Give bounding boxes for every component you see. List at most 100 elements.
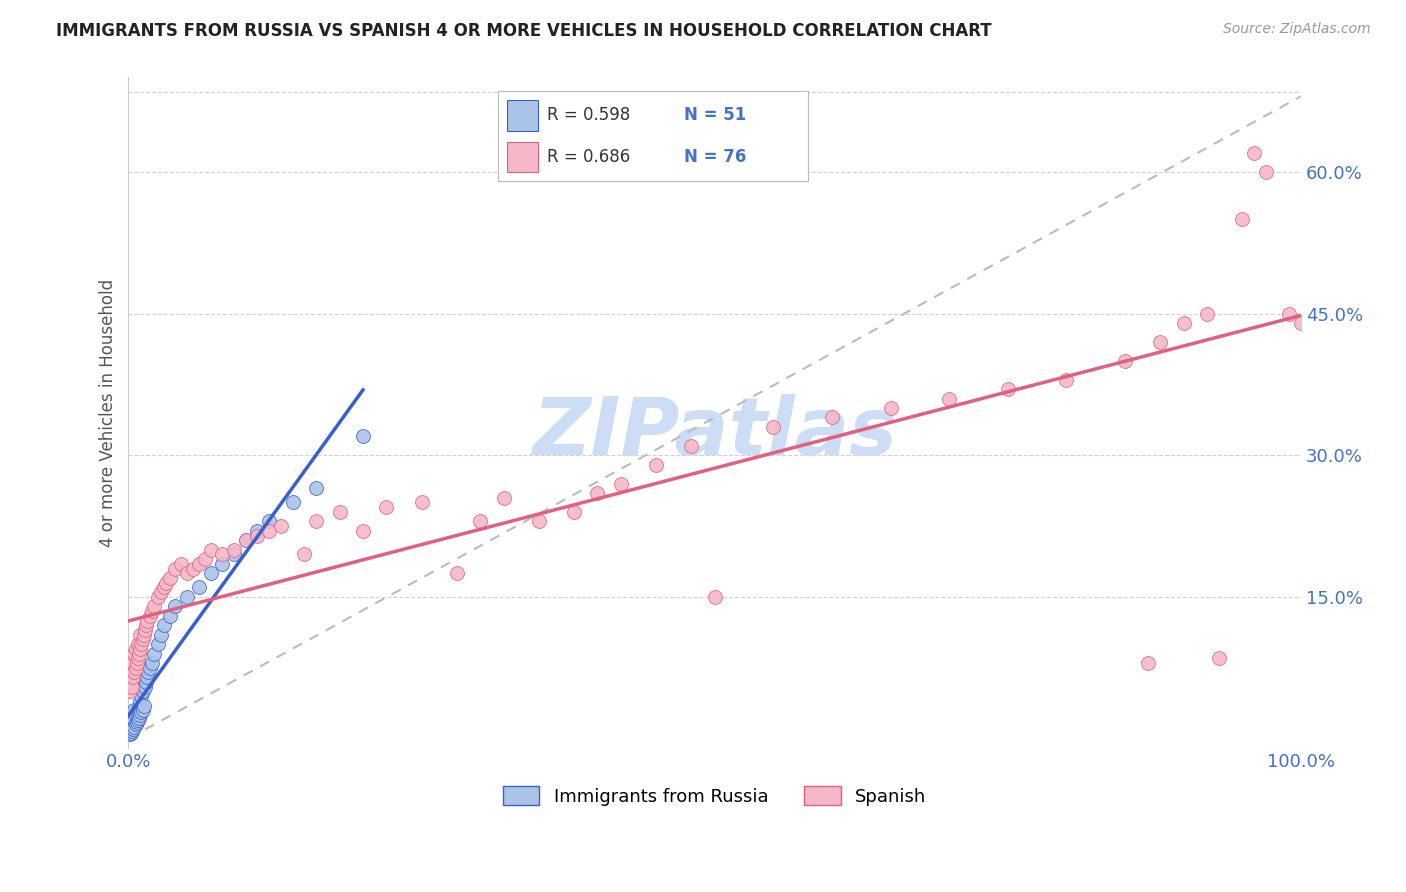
Point xyxy=(352,524,374,538)
Point xyxy=(128,647,150,661)
Point xyxy=(211,557,233,571)
Point xyxy=(246,528,269,542)
Point xyxy=(328,505,350,519)
Point xyxy=(879,401,901,415)
Point xyxy=(124,647,146,661)
Point xyxy=(159,608,181,623)
Point xyxy=(681,439,703,453)
Point xyxy=(125,714,148,729)
Point xyxy=(131,684,153,698)
Point xyxy=(122,670,145,684)
Point xyxy=(131,689,153,703)
Point xyxy=(165,561,187,575)
Point xyxy=(124,665,146,680)
Point xyxy=(470,514,492,528)
Point xyxy=(129,694,152,708)
Point xyxy=(645,458,668,472)
Point xyxy=(527,514,550,528)
Point xyxy=(1278,307,1301,321)
Point xyxy=(1137,656,1160,670)
Point xyxy=(187,557,209,571)
Point xyxy=(281,495,304,509)
Point xyxy=(129,708,152,723)
Point xyxy=(176,590,198,604)
Point xyxy=(125,705,148,719)
Point xyxy=(586,486,609,500)
Point xyxy=(118,727,141,741)
Point xyxy=(136,614,159,628)
Point xyxy=(170,557,193,571)
Point xyxy=(1173,316,1195,330)
Point xyxy=(124,720,146,734)
Point xyxy=(121,720,143,734)
Y-axis label: 4 or more Vehicles in Household: 4 or more Vehicles in Household xyxy=(100,278,117,547)
Point xyxy=(1208,651,1230,665)
Point xyxy=(562,505,585,519)
Point xyxy=(146,590,169,604)
Point xyxy=(122,722,145,736)
Point xyxy=(132,698,155,713)
Point xyxy=(136,670,159,684)
Point xyxy=(120,717,142,731)
Point xyxy=(124,713,146,727)
Point xyxy=(492,491,515,505)
Point xyxy=(128,701,150,715)
Point xyxy=(821,410,844,425)
Point xyxy=(129,628,152,642)
Point xyxy=(127,703,149,717)
Point xyxy=(762,420,785,434)
Point xyxy=(703,590,725,604)
Point xyxy=(141,604,163,618)
Point xyxy=(141,656,163,670)
Point xyxy=(235,533,257,548)
Point xyxy=(150,628,173,642)
Point xyxy=(118,724,141,739)
Point xyxy=(155,575,177,590)
Point xyxy=(222,548,245,562)
Point xyxy=(187,581,209,595)
Point xyxy=(270,519,292,533)
Point xyxy=(1149,334,1171,349)
Point xyxy=(1114,353,1136,368)
Point xyxy=(375,500,398,515)
Point xyxy=(146,637,169,651)
Point xyxy=(352,429,374,443)
Point xyxy=(132,628,155,642)
Point xyxy=(127,637,149,651)
Point xyxy=(124,708,146,723)
Point xyxy=(1289,316,1312,330)
Point xyxy=(131,637,153,651)
Text: Source: ZipAtlas.com: Source: ZipAtlas.com xyxy=(1223,22,1371,37)
Point xyxy=(121,680,143,694)
Point xyxy=(181,561,204,575)
Point xyxy=(1197,307,1219,321)
Point xyxy=(257,514,280,528)
Legend: Immigrants from Russia, Spanish: Immigrants from Russia, Spanish xyxy=(496,779,934,813)
Point xyxy=(257,524,280,538)
Point xyxy=(292,548,315,562)
Point xyxy=(118,684,141,698)
Point xyxy=(610,476,633,491)
Point xyxy=(152,618,174,632)
Point xyxy=(120,726,142,740)
Point xyxy=(152,581,174,595)
Point xyxy=(211,548,233,562)
Point xyxy=(305,481,328,495)
Point xyxy=(134,623,156,637)
Point xyxy=(997,382,1019,396)
Point xyxy=(200,566,222,581)
Point xyxy=(120,722,142,736)
Point xyxy=(194,552,217,566)
Point xyxy=(120,674,142,689)
Point xyxy=(222,542,245,557)
Point xyxy=(124,641,146,656)
Point xyxy=(127,713,149,727)
Point xyxy=(938,392,960,406)
Point xyxy=(125,656,148,670)
Point xyxy=(176,566,198,581)
Point xyxy=(138,608,160,623)
Point xyxy=(411,495,433,509)
Point xyxy=(127,651,149,665)
Point xyxy=(200,542,222,557)
Point xyxy=(246,524,269,538)
